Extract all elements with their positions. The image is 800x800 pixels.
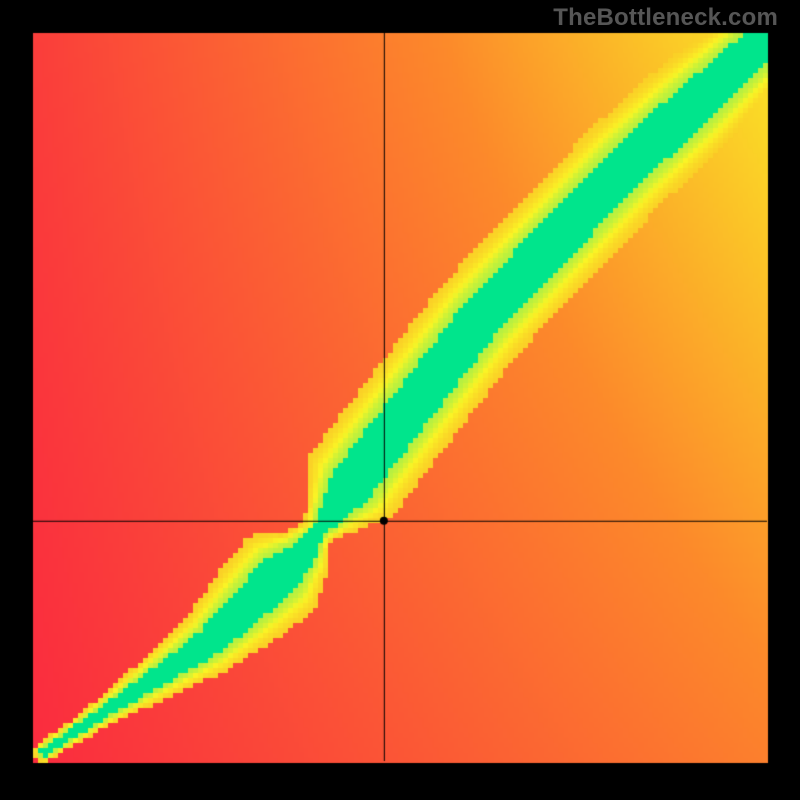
heatmap-canvas — [0, 0, 800, 800]
watermark-text: TheBottleneck.com — [553, 4, 778, 32]
stage: TheBottleneck.com — [0, 0, 800, 800]
